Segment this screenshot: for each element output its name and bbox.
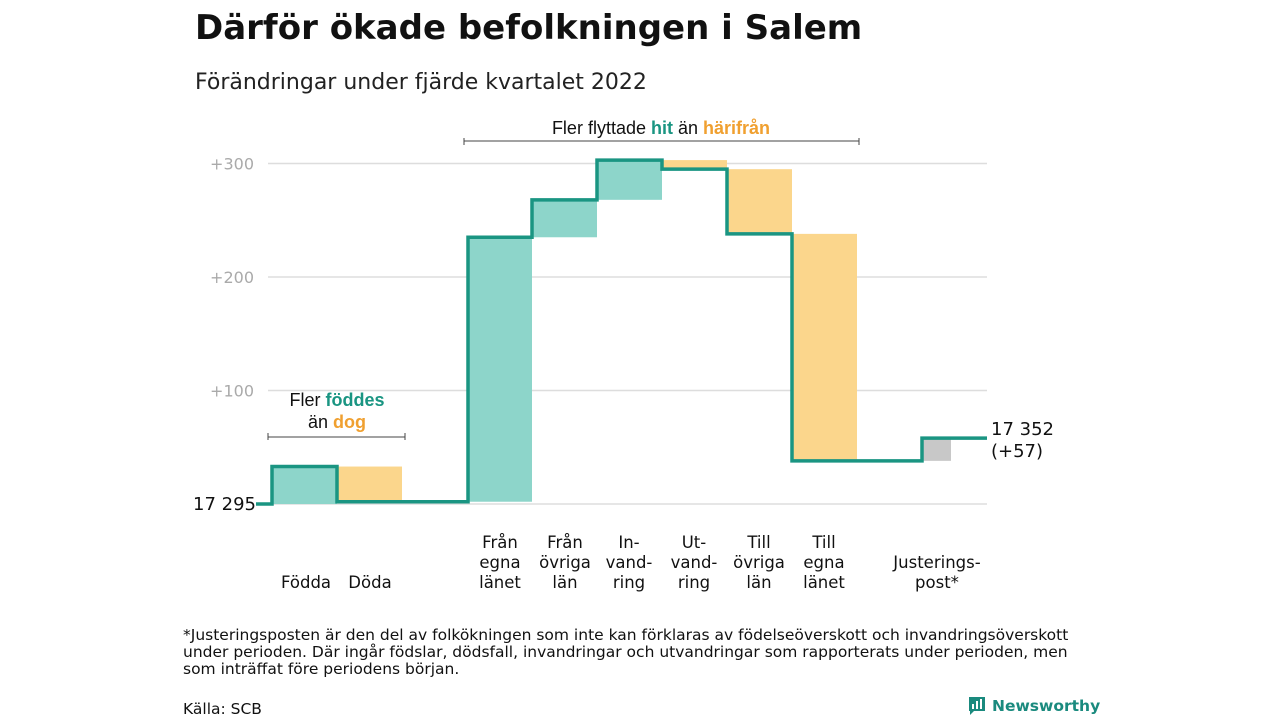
y-tick-label: +200 xyxy=(210,268,254,287)
bar-increase xyxy=(532,199,597,238)
category-label: vand- xyxy=(606,553,653,572)
y-tick-label: +100 xyxy=(210,382,254,401)
category-label: Från xyxy=(547,533,583,552)
category-label: egna xyxy=(479,553,520,572)
bar-decrease xyxy=(662,160,727,170)
bar-decrease xyxy=(792,233,857,461)
chart-title: Därför ökade befolkningen i Salem xyxy=(195,8,863,48)
chart-subtitle: Förändringar under fjärde kvartalet 2022 xyxy=(195,70,647,95)
brand-logo: Newsworthy xyxy=(968,696,1100,716)
newsworthy-logo-icon xyxy=(969,697,985,715)
bar-decrease xyxy=(337,466,402,502)
category-label: övriga xyxy=(539,553,591,572)
grid-lines: +300 +200 +100 xyxy=(210,155,987,505)
bar-adjustment xyxy=(922,438,951,461)
category-label: länet xyxy=(803,573,845,592)
category-label: post* xyxy=(915,573,959,592)
category-label: In- xyxy=(618,533,639,552)
waterfall-chart: +300 +200 +100 17 295 17 352(+57) Födda Döda F… xyxy=(193,118,1054,592)
category-label: Döda xyxy=(348,573,391,592)
births-annotation-line2: än dog xyxy=(308,412,366,432)
category-label: vand- xyxy=(671,553,718,572)
start-value-label: 17 295 xyxy=(193,494,256,515)
bar-decrease xyxy=(727,169,792,234)
category-label: Till xyxy=(746,533,770,552)
births-annotation-line1: Fler föddes xyxy=(289,390,384,410)
migration-annotation: Fler flyttade hit än härifrån xyxy=(552,118,770,138)
cumulative-line xyxy=(256,158,987,506)
bar-increase xyxy=(272,466,337,504)
category-label: Från xyxy=(482,533,518,552)
category-label: egna xyxy=(803,553,844,572)
end-value-label: 17 352 xyxy=(991,419,1054,440)
cumulative-step-line xyxy=(256,158,987,506)
bars xyxy=(272,160,951,504)
category-label: län xyxy=(746,573,771,592)
category-label: län xyxy=(552,573,577,592)
births-bracket xyxy=(267,433,406,440)
category-label: övriga xyxy=(733,553,785,572)
migration-bracket xyxy=(463,138,860,145)
end-value-label: (+57) xyxy=(991,441,1043,462)
category-label: ring xyxy=(613,573,645,592)
y-tick-label: +300 xyxy=(210,155,254,174)
source-note: Källa: SCB xyxy=(183,700,262,718)
bar-increase xyxy=(468,237,532,502)
category-label: Till xyxy=(811,533,835,552)
brand-name: Newsworthy xyxy=(992,697,1101,715)
category-label: Ut- xyxy=(682,533,707,552)
category-label: länet xyxy=(479,573,521,592)
category-label: ring xyxy=(678,573,710,592)
category-label: Justerings- xyxy=(892,553,980,572)
bar-increase xyxy=(597,160,662,200)
category-label: Födda xyxy=(281,573,331,592)
footnote: *Justeringsposten är den del av folkökni… xyxy=(183,626,1069,678)
